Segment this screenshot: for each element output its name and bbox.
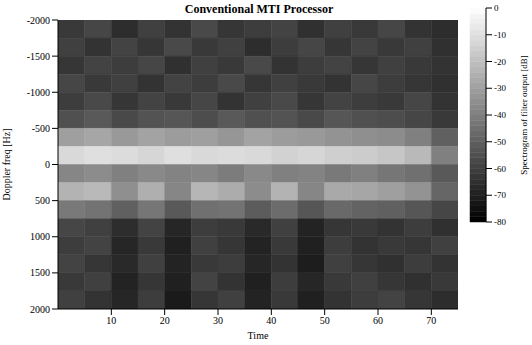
svg-text:-60: -60 [494,164,506,174]
svg-text:-1500: -1500 [27,51,50,62]
svg-text:0: 0 [494,3,499,13]
svg-text:1000: 1000 [30,231,50,242]
svg-text:20: 20 [160,315,170,326]
html-text:Spectrogram of filter output [: Spectrogram of filter output [dB] [518,55,529,175]
svg-text:Doppler freq [Hz]: Doppler freq [Hz] [1,128,12,200]
svg-text:2000: 2000 [30,304,50,315]
svg-text:10: 10 [106,315,116,326]
svg-text:60: 60 [373,315,383,326]
svg-text:-80: -80 [494,217,506,227]
svg-text:-20: -20 [494,57,506,67]
svg-text:-1000: -1000 [27,87,50,98]
svg-text:-30: -30 [494,83,506,93]
svg-text:30: 30 [213,315,223,326]
svg-text:-70: -70 [494,190,506,200]
svg-text:500: 500 [35,195,50,206]
html-text:Conventional MTI Processor: Conventional MTI Processor [184,2,334,16]
svg-text:70: 70 [426,315,436,326]
svg-text:1500: 1500 [30,267,50,278]
svg-text:Time: Time [248,330,269,341]
svg-text:50: 50 [320,315,330,326]
svg-text:-40: -40 [494,110,506,120]
svg-text:-50: -50 [494,137,506,147]
svg-text:0: 0 [45,159,50,170]
svg-text:40: 40 [266,315,276,326]
svg-text:-2000: -2000 [27,15,50,26]
svg-text:-10: -10 [494,30,506,40]
svg-text:-500: -500 [32,123,50,134]
